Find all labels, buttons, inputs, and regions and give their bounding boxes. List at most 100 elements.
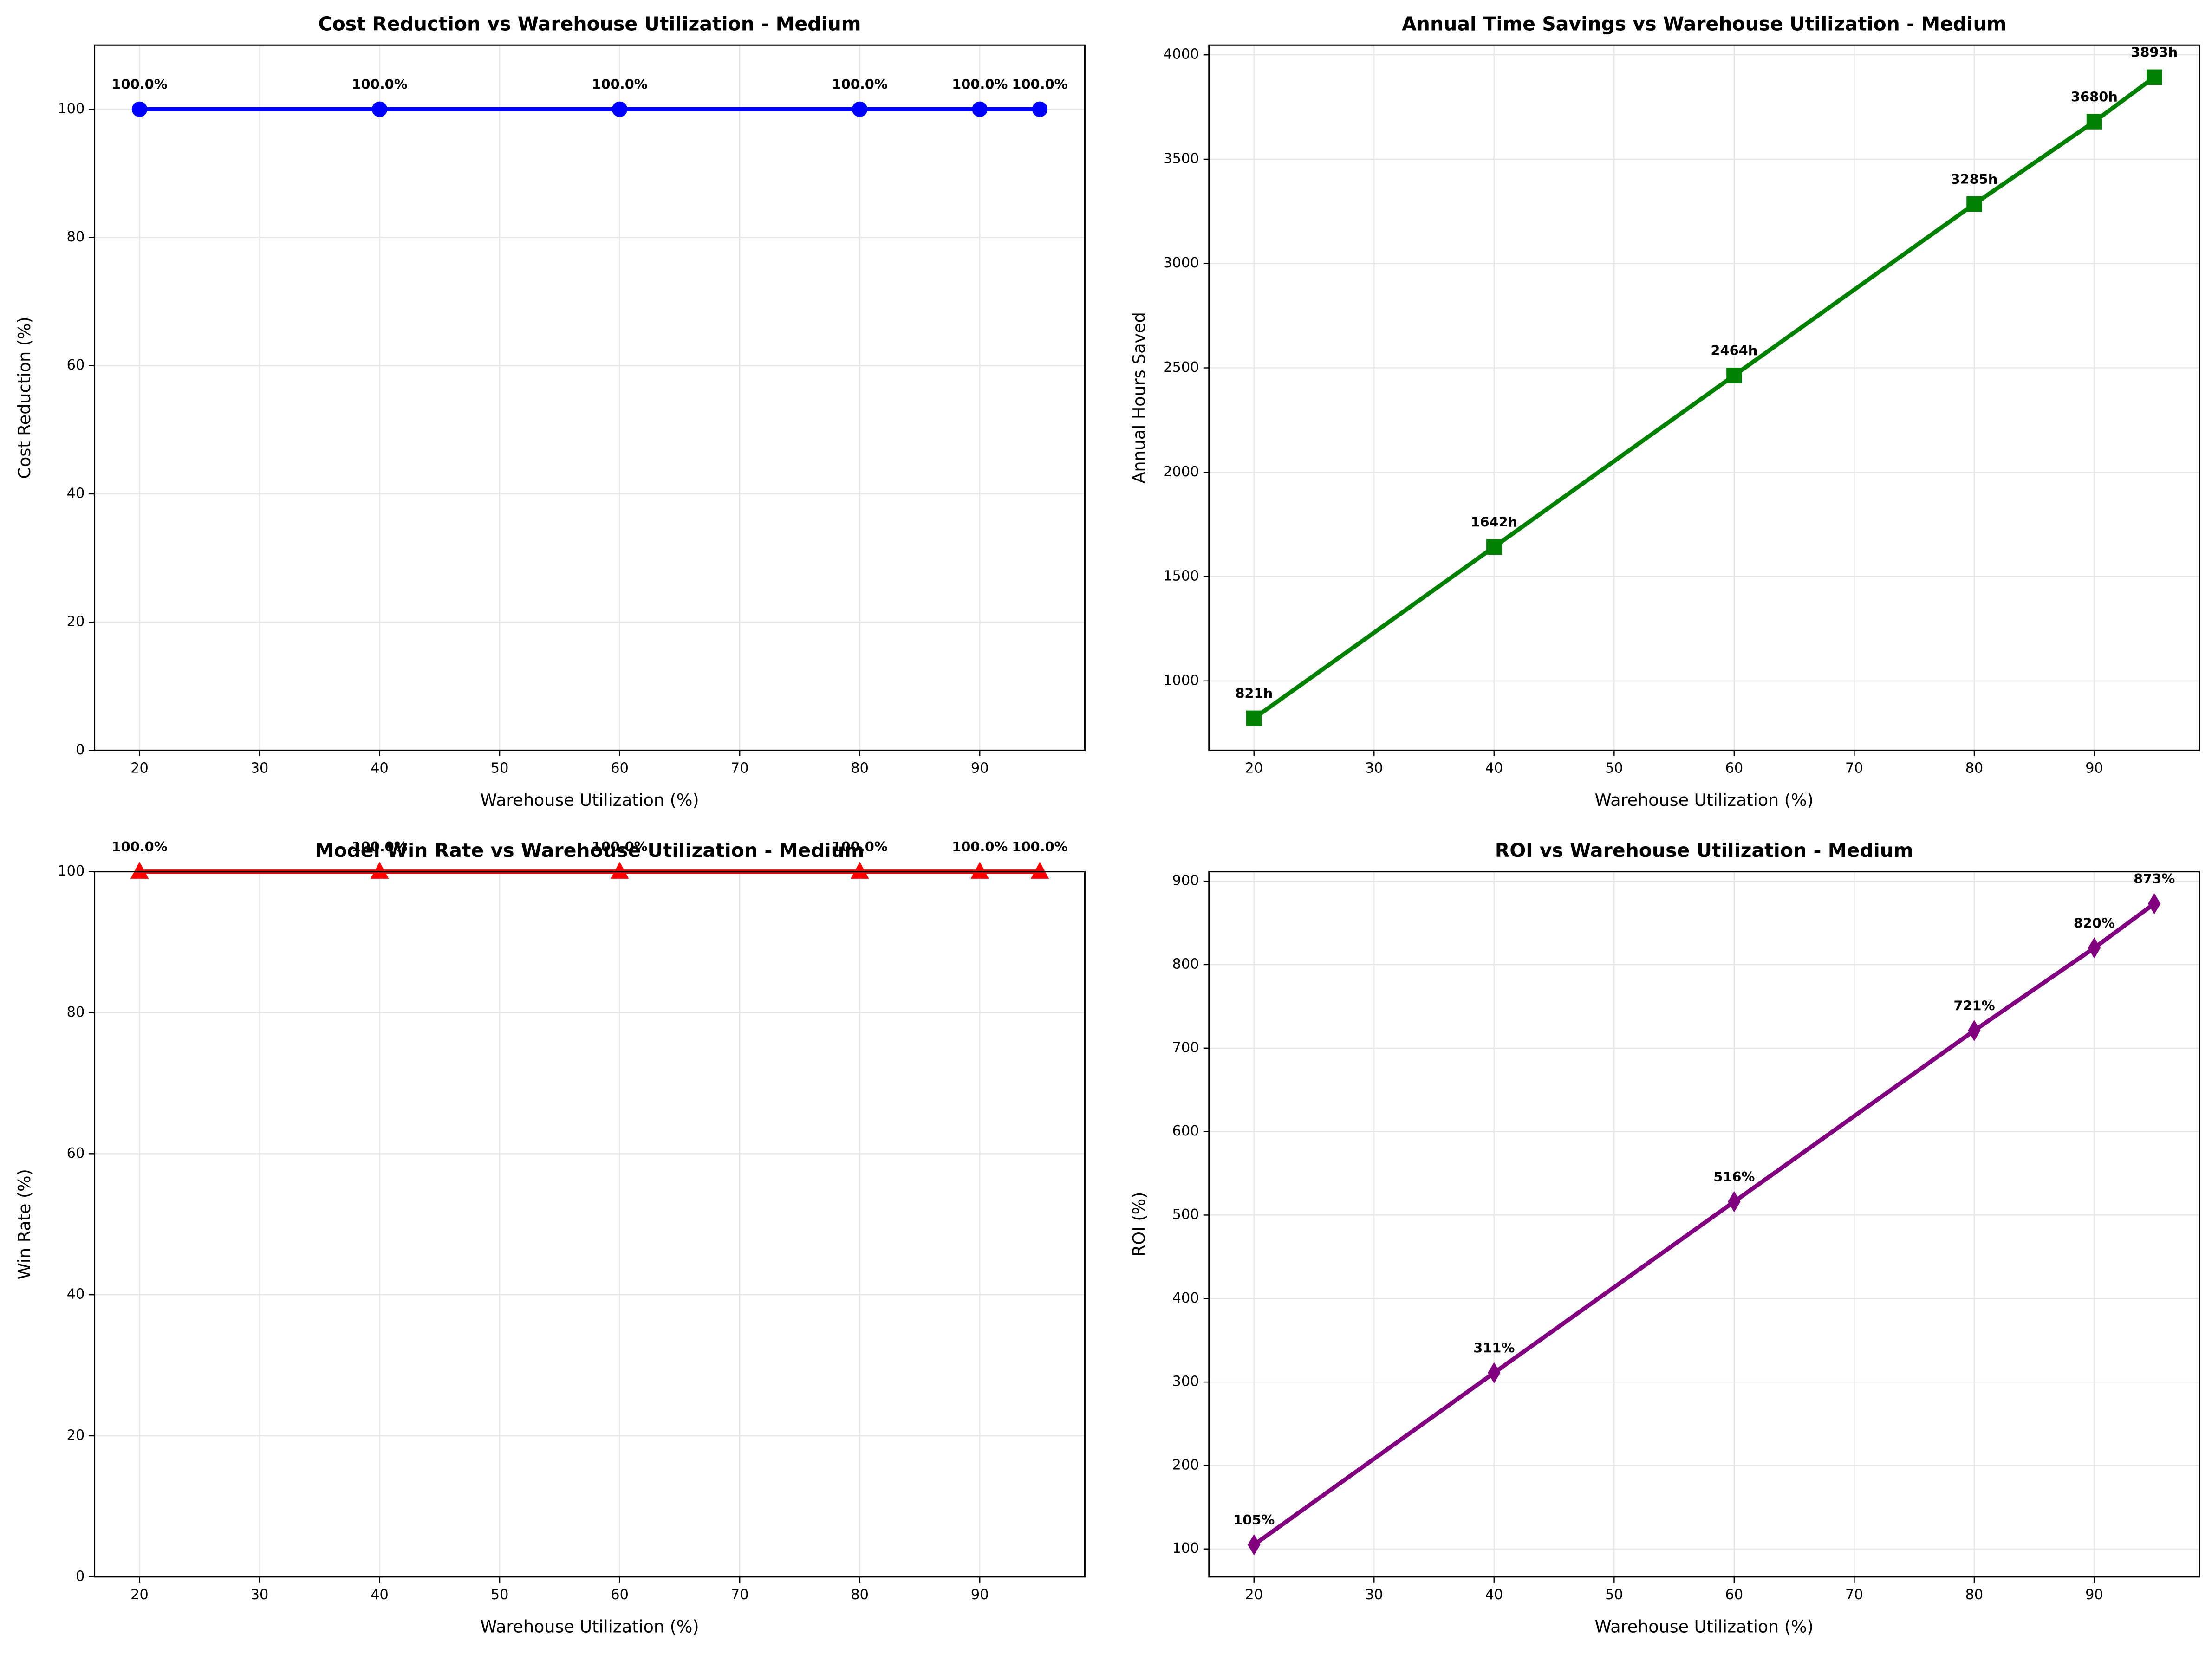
data-label: 3893h [2131, 45, 2178, 60]
data-label: 3680h [2071, 89, 2118, 104]
data-label: 100.0% [832, 839, 888, 855]
data-label: 100.0% [592, 77, 648, 92]
marker [1728, 1191, 1741, 1213]
y-tick-label: 2500 [1163, 359, 1199, 376]
x-axis-label: Warehouse Utilization (%) [1595, 790, 1814, 810]
chart-title: Cost Reduction vs Warehouse Utilization … [318, 13, 861, 35]
marker [1030, 862, 1049, 879]
y-tick-label: 40 [67, 485, 85, 501]
x-tick-label: 70 [1845, 1587, 1863, 1603]
data-label: 1642h [1470, 514, 1517, 530]
x-tick-label: 50 [1605, 760, 1623, 776]
data-label: 311% [1473, 1340, 1515, 1356]
y-tick-label: 4000 [1163, 46, 1199, 63]
marker [970, 862, 989, 879]
y-tick-label: 20 [67, 1427, 85, 1443]
y-tick-label: 100 [58, 101, 85, 117]
data-label: 821h [1235, 686, 1273, 701]
x-tick-label: 20 [1245, 1587, 1263, 1603]
x-axis-label: Warehouse Utilization (%) [480, 1617, 699, 1637]
x-tick-label: 70 [1845, 760, 1863, 776]
x-tick-label: 80 [1965, 1587, 1984, 1603]
marker [1488, 1362, 1501, 1384]
y-tick-label: 400 [1172, 1290, 1199, 1306]
data-label: 873% [2134, 871, 2175, 887]
data-label: 100.0% [351, 77, 407, 92]
chart-title: Annual Time Savings vs Warehouse Utiliza… [1402, 13, 2006, 35]
marker [610, 862, 629, 879]
x-tick-label: 30 [1365, 760, 1383, 776]
x-tick-label: 30 [1365, 1587, 1383, 1603]
x-tick-label: 50 [491, 760, 509, 776]
x-tick-label: 40 [1485, 760, 1503, 776]
data-label: 2464h [1711, 343, 1757, 358]
data-label: 100.0% [592, 839, 648, 855]
marker [1246, 710, 1262, 726]
data-label: 105% [1233, 1512, 1275, 1528]
y-tick-label: 60 [67, 1145, 85, 1161]
x-tick-label: 20 [130, 760, 149, 776]
marker [972, 101, 988, 117]
data-label: 100.0% [111, 77, 167, 92]
y-axis-label: Annual Hours Saved [1129, 312, 1149, 483]
x-tick-label: 80 [851, 760, 869, 776]
y-tick-label: 300 [1172, 1374, 1199, 1390]
y-tick-label: 0 [76, 1568, 85, 1584]
axes-frame [1208, 871, 2200, 1578]
x-tick-label: 70 [731, 1587, 749, 1603]
x-tick-label: 50 [1605, 1587, 1623, 1603]
y-tick-label: 1000 [1163, 672, 1199, 688]
chart-title: ROI vs Warehouse Utilization - Medium [1495, 839, 1913, 862]
data-label: 100.0% [952, 77, 1008, 92]
data-label: 100.0% [952, 839, 1008, 855]
data-line [1253, 75, 2156, 720]
marker [612, 101, 628, 117]
y-tick-label: 900 [1172, 873, 1199, 889]
axes-frame [94, 871, 1086, 1578]
marker [370, 862, 389, 879]
x-tick-label: 60 [611, 760, 629, 776]
y-tick-label: 3000 [1163, 255, 1199, 271]
x-tick-label: 60 [1725, 1587, 1744, 1603]
data-label: 516% [1713, 1169, 1755, 1185]
subplot: 20 30 40 50 60 70 80 90 1000 1500 2000 2500 3000 3500… [1129, 13, 2200, 810]
y-axis-label: ROI (%) [1129, 1192, 1149, 1257]
x-tick-label: 80 [851, 1587, 869, 1603]
x-tick-label: 90 [971, 1587, 989, 1603]
x-tick-label: 30 [251, 760, 269, 776]
y-axis-label: Win Rate (%) [14, 1169, 34, 1279]
x-tick-label: 60 [1725, 760, 1744, 776]
marker [1726, 367, 1742, 383]
y-tick-label: 500 [1172, 1206, 1199, 1223]
data-line [1253, 902, 2156, 1547]
data-label: 3285h [1951, 171, 1997, 187]
marker [2086, 114, 2102, 130]
x-tick-label: 40 [1485, 1587, 1503, 1603]
data-label: 100.0% [1012, 839, 1067, 855]
y-tick-label: 0 [76, 742, 85, 758]
data-label: 100.0% [351, 839, 407, 855]
x-tick-label: 40 [371, 1587, 389, 1603]
marker [2146, 69, 2162, 85]
marker [371, 101, 388, 117]
marker [852, 101, 868, 117]
marker [1486, 539, 1502, 555]
data-label: 721% [1953, 998, 1995, 1013]
x-tick-label: 70 [731, 760, 749, 776]
x-tick-label: 80 [1965, 760, 1984, 776]
x-axis-label: Warehouse Utilization (%) [480, 790, 699, 810]
x-tick-label: 90 [971, 760, 989, 776]
x-tick-label: 20 [130, 1587, 149, 1603]
y-tick-label: 600 [1172, 1123, 1199, 1139]
subplot: 20 30 40 50 60 70 80 90 0 20 40 60 80 100 Cost Reducti… [14, 13, 1086, 810]
y-tick-label: 700 [1172, 1039, 1199, 1056]
data-label: 820% [2074, 915, 2115, 931]
x-tick-label: 90 [2085, 760, 2103, 776]
axes-frame [1208, 44, 2200, 751]
x-tick-label: 60 [611, 1587, 629, 1603]
y-tick-label: 20 [67, 614, 85, 630]
x-tick-label: 90 [2085, 1587, 2103, 1603]
y-tick-label: 800 [1172, 956, 1199, 972]
